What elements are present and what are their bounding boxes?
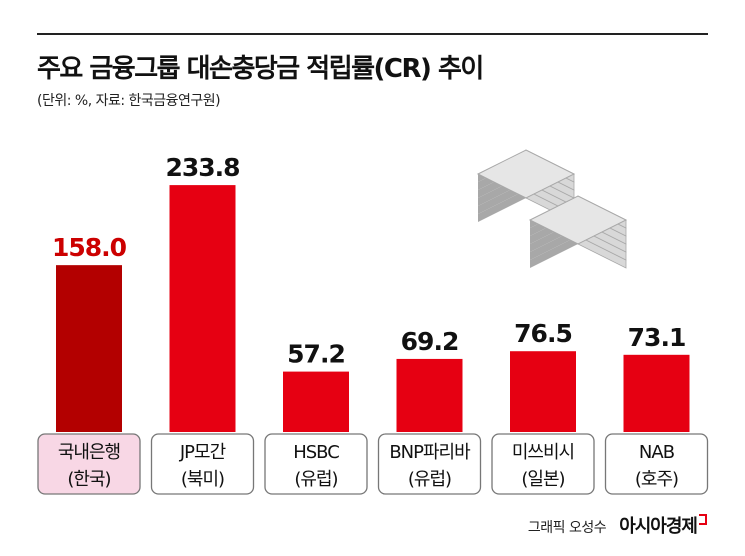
bar-0 bbox=[56, 265, 122, 432]
bar-value-label-0: 158.0 bbox=[52, 233, 127, 262]
credit-brand: 아시아경제 bbox=[619, 516, 698, 537]
money-stacks-icon bbox=[476, 149, 628, 269]
category-region-5: (호주) bbox=[635, 469, 678, 490]
category-label-box-5 bbox=[604, 433, 709, 495]
category-name-4: 미쓰비시 bbox=[512, 442, 574, 463]
chart-subtitle: (단위: %, 자료: 한국금융연구원) bbox=[37, 93, 221, 109]
category-name-1: JP모간 bbox=[179, 442, 226, 463]
bar-value-label-4: 76.5 bbox=[514, 319, 572, 348]
top-rule bbox=[37, 33, 708, 35]
money-stack-side bbox=[478, 190, 526, 222]
category-region-3: (유럽) bbox=[408, 469, 451, 490]
bar-value-label-5: 73.1 bbox=[628, 323, 686, 352]
category-region-4: (일본) bbox=[521, 469, 564, 490]
category-label-box-0 bbox=[37, 433, 141, 495]
bar-value-label-3: 69.2 bbox=[401, 327, 459, 356]
money-stack-top bbox=[528, 195, 628, 245]
credit-byline: 그래픽 오성수 bbox=[527, 520, 607, 536]
category-label-box-3 bbox=[377, 433, 482, 495]
category-name-2: HSBC bbox=[293, 442, 339, 463]
category-label-box-4 bbox=[491, 433, 595, 495]
brand-mark-icon bbox=[699, 514, 707, 525]
bar-value-label-1: 233.8 bbox=[165, 153, 239, 182]
bar-2 bbox=[283, 371, 349, 432]
category-region-0: (한국) bbox=[67, 469, 110, 490]
bar-1 bbox=[169, 185, 236, 432]
bar-3 bbox=[396, 358, 463, 432]
category-region-2: (유럽) bbox=[294, 469, 337, 490]
category-region-1: (북미) bbox=[181, 469, 224, 490]
category-label-box-2 bbox=[264, 433, 368, 495]
money-stack-top bbox=[476, 149, 576, 199]
bar-4 bbox=[510, 351, 576, 432]
category-name-5: NAB bbox=[639, 442, 675, 463]
category-name-0: 국내은행 bbox=[58, 442, 120, 463]
bar-5 bbox=[623, 354, 690, 432]
chart-title: 주요 금융그룹 대손충당금 적립률(CR) 추이 bbox=[37, 54, 484, 84]
bar-value-label-2: 57.2 bbox=[287, 340, 345, 369]
category-name-3: BNP파리바 bbox=[389, 442, 471, 463]
credit: 그래픽 오성수 아시아경제 bbox=[528, 512, 707, 538]
category-label-box-1 bbox=[150, 433, 255, 495]
bars-layer: 158.0 국내은행 (한국) 233.8 JP모간 (북미) 57.2 HSBC (유럽) 69… bbox=[37, 153, 709, 495]
money-stack-side bbox=[530, 236, 578, 268]
